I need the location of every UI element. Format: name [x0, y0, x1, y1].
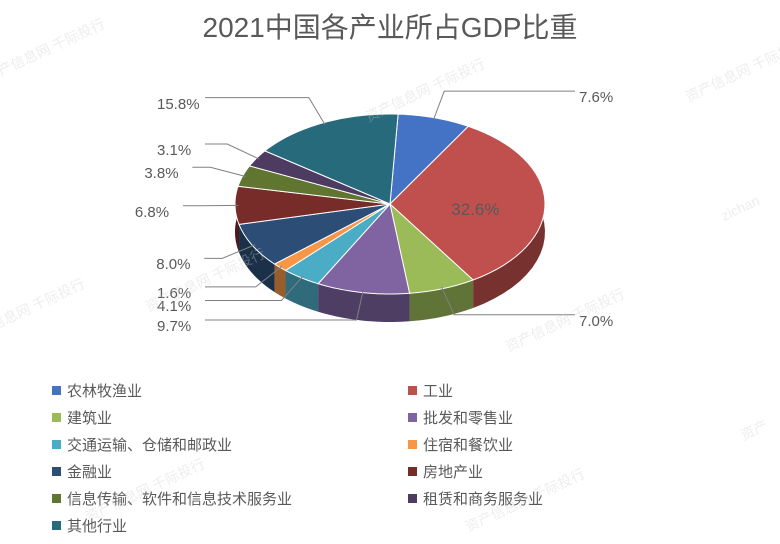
leader-line [434, 92, 575, 120]
legend-marker [408, 494, 417, 503]
legend-label: 其他行业 [67, 515, 127, 536]
legend-label: 金融业 [67, 461, 112, 482]
slice-label: 32.6% [451, 200, 499, 220]
legend-marker [52, 386, 61, 395]
legend-item: 工业 [408, 380, 740, 401]
legend-marker [52, 440, 61, 449]
slice-label: 9.7% [157, 318, 191, 335]
legend-item: 信息传输、软件和信息技术服务业 [52, 488, 384, 509]
legend-label: 工业 [423, 380, 453, 401]
legend-marker [408, 413, 417, 422]
legend-label: 批发和零售业 [423, 407, 513, 428]
legend-label: 农林牧渔业 [67, 380, 142, 401]
slice-label: 1.6% [157, 285, 191, 302]
legend-label: 房地产业 [423, 461, 483, 482]
legend-marker [52, 494, 61, 503]
legend-item: 住宿和餐饮业 [408, 434, 740, 455]
leader-line [205, 144, 259, 159]
legend-marker [52, 521, 61, 530]
legend-item: 租赁和商务服务业 [408, 488, 740, 509]
legend-label: 租赁和商务服务业 [423, 488, 543, 509]
legend-label: 交通运输、仓储和邮政业 [67, 434, 232, 455]
legend-item: 建筑业 [52, 407, 384, 428]
legend-item: 房地产业 [408, 461, 740, 482]
leader-line [205, 98, 325, 125]
legend-item: 其他行业 [52, 515, 384, 536]
slice-label: 6.8% [135, 204, 169, 221]
slice-label: 3.8% [144, 165, 178, 182]
slice-label: 8.0% [156, 256, 190, 273]
legend-item: 交通运输、仓储和邮政业 [52, 434, 384, 455]
slice-label: 7.0% [579, 313, 613, 330]
legend-item: 金融业 [52, 461, 384, 482]
legend-marker [52, 413, 61, 422]
legend-marker [408, 467, 417, 476]
legend-item: 农林牧渔业 [52, 380, 384, 401]
legend-label: 信息传输、软件和信息技术服务业 [67, 488, 292, 509]
pie-chart-area: 7.6%32.6%7.0%9.7%4.1%1.6%8.0%6.8%3.8%3.1… [0, 46, 780, 376]
pie-svg [0, 39, 780, 369]
legend-marker [408, 440, 417, 449]
legend-marker [52, 467, 61, 476]
slice-label: 3.1% [157, 142, 191, 159]
legend: 农林牧渔业 工业建筑业 批发和零售业交通运输、仓储和邮政业 住宿和餐饮业金融业 房地产业… [0, 376, 780, 544]
legend-item: 批发和零售业 [408, 407, 740, 428]
legend-marker [408, 386, 417, 395]
leader-line [192, 168, 245, 177]
slice-label: 7.6% [579, 89, 613, 106]
legend-label: 建筑业 [67, 407, 112, 428]
legend-label: 住宿和餐饮业 [423, 434, 513, 455]
slice-label: 15.8% [157, 96, 200, 113]
